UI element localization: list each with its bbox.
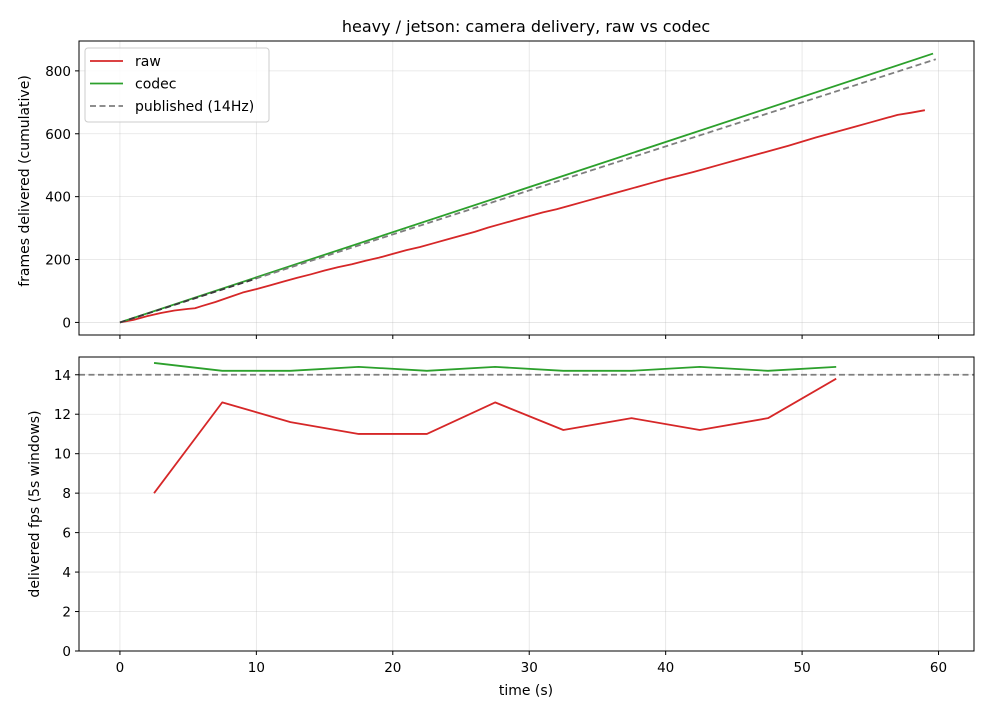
bottom-axes-frame: [78, 356, 975, 652]
x-tick-label: 30: [521, 660, 538, 676]
top-series-published-overlap: [119, 277, 257, 324]
top-y-tick-label: 200: [45, 253, 71, 269]
bottom-series-codec: [153, 362, 837, 372]
x-tick-label: 20: [384, 660, 401, 676]
legend-label-codec: codec: [135, 77, 176, 93]
bottom-y-tick-label: 0: [62, 644, 71, 660]
bottom-y-tick-label: 12: [54, 407, 71, 423]
top-y-tick-label: 0: [62, 315, 71, 331]
top-series-raw: [119, 109, 926, 324]
x-tick-label: 60: [930, 660, 947, 676]
top-y-tick-label: 600: [45, 127, 71, 143]
bottom-y-tick-label: 10: [54, 447, 71, 463]
chart-title: heavy / jetson: camera delivery, raw vs …: [342, 17, 710, 36]
x-tick-label: 50: [794, 660, 811, 676]
bottom-y-tick-label: 8: [62, 486, 71, 502]
bottom-series-raw: [153, 377, 837, 494]
legend-label-published-14hz: published (14Hz): [135, 99, 254, 115]
x-tick-label: 0: [116, 660, 125, 676]
legend-label-raw: raw: [135, 54, 161, 70]
top-y-axis-label: frames delivered (cumulative): [17, 75, 33, 287]
legend-box: [84, 47, 270, 123]
legend: raw codec published (14Hz): [84, 47, 270, 123]
top-series-codec: [119, 52, 934, 324]
bottom-y-tick-label: 2: [62, 605, 71, 621]
bottom-axes: 0 10 20 30 40 50 60 0 2 4 6 8 10 12 14: [54, 356, 975, 676]
x-tick-label: 40: [657, 660, 674, 676]
top-y-tick-label: 800: [45, 64, 71, 80]
top-axes: 0 200 400 600 800 raw codec published (14Hz): [45, 40, 975, 339]
top-axes-frame: [78, 40, 975, 336]
bottom-y-tick-label: 14: [54, 368, 71, 384]
x-tick-label: 10: [248, 660, 265, 676]
bottom-y-tick-label: 6: [62, 526, 71, 542]
bottom-y-axis-label: delivered fps (5s windows): [27, 410, 43, 597]
bottom-y-tick-label: 4: [62, 565, 71, 581]
x-axis-label: time (s): [499, 683, 553, 699]
top-y-tick-label: 400: [45, 190, 71, 206]
